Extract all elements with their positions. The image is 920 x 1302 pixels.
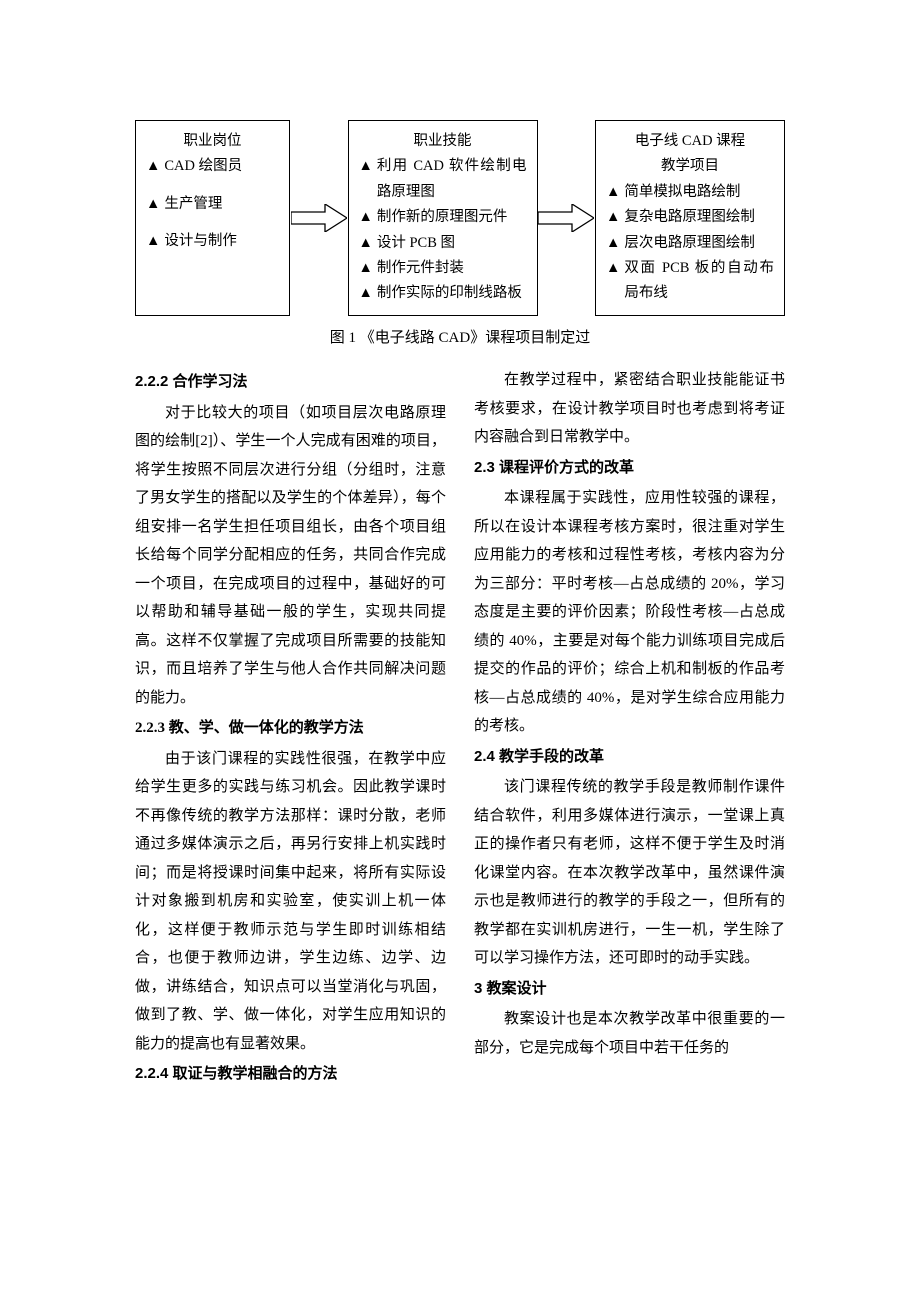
diagram-box-positions: 职业岗位 ▲ CAD 绘图员 ▲ 生产管理 ▲ 设计与制作 xyxy=(135,120,290,316)
box3-item: ▲ 简单模拟电路绘制 xyxy=(606,180,774,205)
heading-3: 3 教案设计 xyxy=(474,975,785,1004)
heading-2-2-4: 2.2.4 取证与教学相融合的方法 xyxy=(135,1060,446,1089)
triangle-bullet-icon: ▲ xyxy=(146,229,160,254)
box2-item-text: 制作元件封装 xyxy=(377,256,464,281)
arrow-connector xyxy=(538,120,594,316)
box3-item: ▲ 复杂电路原理图绘制 xyxy=(606,205,774,230)
triangle-bullet-icon: ▲ xyxy=(146,192,160,217)
box2-item: ▲ 制作实际的印制线路板 xyxy=(359,281,527,306)
box1-item: ▲ 设计与制作 xyxy=(146,229,279,254)
box2-item: ▲ 利用 CAD 软件绘制电路原理图 xyxy=(359,154,527,205)
box2-item-text: 设计 PCB 图 xyxy=(377,231,455,256)
triangle-bullet-icon: ▲ xyxy=(606,231,620,256)
flowchart-diagram: 职业岗位 ▲ CAD 绘图员 ▲ 生产管理 ▲ 设计与制作 职业技能 ▲ 利用 … xyxy=(135,120,785,316)
arrow-connector xyxy=(291,120,347,316)
triangle-bullet-icon: ▲ xyxy=(146,154,160,179)
arrow-right-icon xyxy=(291,204,347,232)
box1-item-text: 生产管理 xyxy=(164,192,222,217)
heading-2-2-3: 2.2.3 教、学、做一体化的教学方法 xyxy=(135,714,446,743)
box3-item-text: 简单模拟电路绘制 xyxy=(624,180,740,205)
box2-item-text: 制作新的原理图元件 xyxy=(377,205,508,230)
box1-item: ▲ CAD 绘图员 xyxy=(146,154,279,179)
box1-item-text: CAD 绘图员 xyxy=(164,154,242,179)
paragraph-2-2-4: 在教学过程中，紧密结合职业技能能证书考核要求，在设计教学项目时也考虑到将考证内容… xyxy=(474,366,785,452)
box2-item-text: 制作实际的印制线路板 xyxy=(377,281,522,306)
box2-item: ▲ 设计 PCB 图 xyxy=(359,231,527,256)
heading-2-4: 2.4 教学手段的改革 xyxy=(474,743,785,772)
diagram-box-projects: 电子线 CAD 课程 教学项目 ▲ 简单模拟电路绘制 ▲ 复杂电路原理图绘制 ▲… xyxy=(595,120,785,316)
figure-caption: 图 1 《电子线路 CAD》课程项目制定过 xyxy=(135,324,785,353)
paragraph-3: 教案设计也是本次教学改革中很重要的一部分，它是完成每个项目中若干任务的 xyxy=(474,1005,785,1062)
box1-item-text: 设计与制作 xyxy=(164,229,237,254)
box3-title-1: 电子线 CAD 课程 xyxy=(606,129,774,154)
box3-item: ▲ 层次电路原理图绘制 xyxy=(606,231,774,256)
arrow-right-icon xyxy=(538,204,594,232)
box3-item-text: 复杂电路原理图绘制 xyxy=(624,205,755,230)
triangle-bullet-icon: ▲ xyxy=(606,256,620,281)
paragraph-2-4: 该门课程传统的教学手段是教师制作课件结合软件，利用多媒体进行演示，一堂课上真正的… xyxy=(474,773,785,973)
triangle-bullet-icon: ▲ xyxy=(606,205,620,230)
box3-item-text: 双面 PCB 板的自动布局布线 xyxy=(624,256,774,307)
triangle-bullet-icon: ▲ xyxy=(606,180,620,205)
paragraph-2-3: 本课程属于实践性，应用性较强的课程，所以在设计本课程考核方案时，很注重对学生应用… xyxy=(474,484,785,741)
box2-title: 职业技能 xyxy=(359,129,527,154)
triangle-bullet-icon: ▲ xyxy=(359,281,373,306)
diagram-box-skills: 职业技能 ▲ 利用 CAD 软件绘制电路原理图 ▲ 制作新的原理图元件 ▲ 设计… xyxy=(348,120,538,316)
triangle-bullet-icon: ▲ xyxy=(359,154,373,179)
paragraph-2-2-2: 对于比较大的项目（如项目层次电路原理图的绘制[2]）、学生一个人完成有困难的项目… xyxy=(135,399,446,713)
paragraph-2-2-3: 由于该门课程的实践性很强，在教学中应给学生更多的实践与练习机会。因此教学课时不再… xyxy=(135,745,446,1059)
body-columns: 2.2.2 合作学习法 对于比较大的项目（如项目层次电路原理图的绘制[2]）、学… xyxy=(135,366,785,1089)
triangle-bullet-icon: ▲ xyxy=(359,205,373,230)
box1-item: ▲ 生产管理 xyxy=(146,192,279,217)
box1-title: 职业岗位 xyxy=(146,129,279,154)
box2-item: ▲ 制作新的原理图元件 xyxy=(359,205,527,230)
heading-2-3: 2.3 课程评价方式的改革 xyxy=(474,454,785,483)
box2-item-text: 利用 CAD 软件绘制电路原理图 xyxy=(377,154,527,205)
triangle-bullet-icon: ▲ xyxy=(359,256,373,281)
triangle-bullet-icon: ▲ xyxy=(359,231,373,256)
box3-item-text: 层次电路原理图绘制 xyxy=(624,231,755,256)
box3-item: ▲ 双面 PCB 板的自动布局布线 xyxy=(606,256,774,307)
heading-2-2-2: 2.2.2 合作学习法 xyxy=(135,368,446,397)
box2-item: ▲ 制作元件封装 xyxy=(359,256,527,281)
box3-title-2: 教学项目 xyxy=(606,154,774,179)
